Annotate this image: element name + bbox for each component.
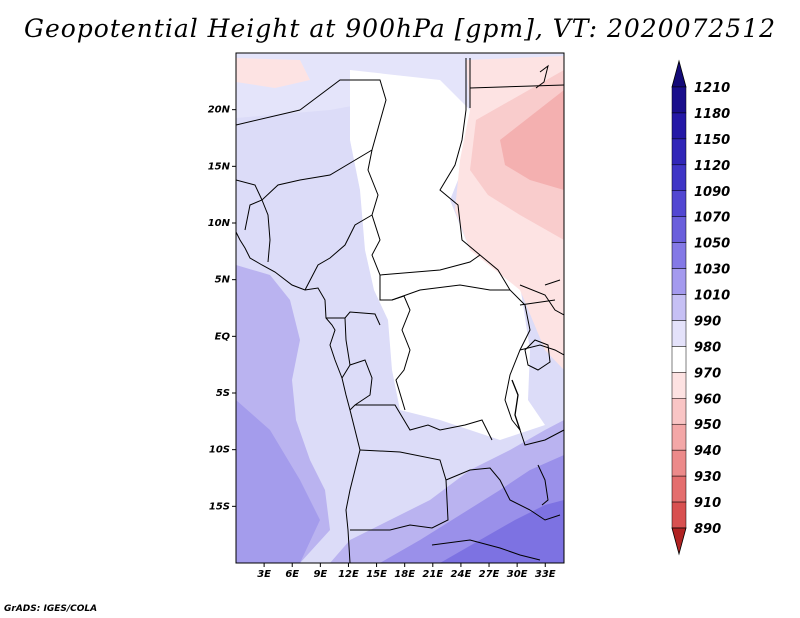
coastline <box>236 231 361 563</box>
lon-tick-label: 9E <box>313 569 327 580</box>
colorbar-label: 930 <box>694 470 721 485</box>
border-gabon-north <box>326 311 381 326</box>
colorbar-swatch <box>671 242 687 269</box>
height-field <box>236 53 564 563</box>
field-ocean-west-deep <box>236 400 320 563</box>
colorbar-swatch <box>671 501 687 529</box>
lat-tick-label: 5N <box>215 275 231 286</box>
border-nigeria-cameroon <box>304 214 373 291</box>
country-borders <box>236 58 564 563</box>
colorbar-label: 940 <box>694 444 721 459</box>
coast-red-sea <box>535 64 549 89</box>
colorbar-label: 960 <box>694 392 721 407</box>
colorbar-swatch <box>671 398 687 425</box>
lon-tick-label: 6E <box>285 569 299 580</box>
lake-malawi <box>537 464 549 506</box>
colorbar-label: 1030 <box>694 263 730 278</box>
colorbar-label: 970 <box>694 366 721 381</box>
field-pink-northwest <box>236 58 310 88</box>
colorbar-swatch <box>671 423 687 451</box>
lon-tick-label: 30E <box>507 569 528 580</box>
lake-victoria <box>524 339 551 371</box>
lat-tick-label: 10S <box>209 445 230 456</box>
lon-tick-label: 3E <box>257 569 271 580</box>
lon-tick-label: 21E <box>422 569 443 580</box>
border-car-north <box>379 254 481 276</box>
colorbar-swatch <box>671 216 687 243</box>
lat-tick-label: 15N <box>208 161 231 172</box>
field-pink-inner <box>500 90 564 190</box>
colorbar-swatch <box>671 449 687 477</box>
colorbar-label: 1180 <box>694 107 730 122</box>
map-frame <box>235 52 565 564</box>
border-angola-south <box>350 449 449 531</box>
border-ethiopia <box>519 284 564 316</box>
colorbar-top-arrow <box>671 59 687 88</box>
lat-tick-label: 20N <box>208 105 231 116</box>
longitude-ticks: 3E 6E 9E 12E 15E 18E 21E 24E 27E 30E 33E <box>257 563 556 580</box>
lat-tick-label: 10N <box>208 218 231 229</box>
border-chad-cameroon <box>299 79 411 411</box>
border-kenya <box>519 279 561 306</box>
colorbar-swatch <box>671 268 687 295</box>
lon-tick-label: 12E <box>338 569 359 580</box>
colorbar-bottom-arrow <box>671 527 687 556</box>
colorbar-label: 990 <box>694 314 721 329</box>
border-malawi <box>529 509 561 521</box>
field-white-core <box>350 70 545 440</box>
lon-tick-label: 24E <box>451 569 472 580</box>
map-title: Geopotential Height at 900hPa [gpm], VT:… <box>23 14 777 43</box>
colorbar-label: 1090 <box>694 185 730 200</box>
colorbar-swatch <box>671 475 687 503</box>
border-uganda <box>519 344 564 356</box>
border-car-south <box>391 284 510 301</box>
colorbar-label: 1210 <box>694 81 730 96</box>
colorbar-swatch <box>671 346 687 373</box>
border-egypt <box>469 84 564 89</box>
colorbar-label: 910 <box>694 496 721 511</box>
colorbar-swatch <box>671 112 687 140</box>
grads-credit: GrADS: IGES/COLA <box>4 604 98 614</box>
colorbar-swatch <box>671 86 687 114</box>
colorbar-label: 1010 <box>694 289 730 304</box>
latitude-ticks: 20N 15N 10N 5N EQ 5S 10S 15S <box>208 105 236 512</box>
colorbar-swatch <box>671 294 687 321</box>
field-south-band-deep <box>440 500 564 563</box>
colorbar-label: 1050 <box>694 237 730 252</box>
border-sudan <box>439 58 531 421</box>
lat-tick-label: 5S <box>216 388 230 399</box>
colorbar-swatch <box>671 190 687 217</box>
colorbar-swatch <box>671 138 687 166</box>
border-niger <box>236 109 301 126</box>
lon-tick-label: 27E <box>479 569 500 580</box>
colorbar-label: 1070 <box>694 211 730 226</box>
border-benin <box>236 179 263 201</box>
border-tanzania <box>511 419 564 446</box>
colorbar-label: 950 <box>694 418 721 433</box>
border-congo <box>349 359 373 411</box>
colorbar-label: 1120 <box>694 159 730 174</box>
colorbar-label: 890 <box>694 522 721 537</box>
border-gabon-east <box>341 317 351 379</box>
colorbar-swatch <box>671 164 687 192</box>
border-nigeria-west <box>261 199 271 263</box>
colorbar-swatch <box>671 372 687 399</box>
lat-tick-label: 15S <box>209 501 230 512</box>
lon-tick-label: 33E <box>535 569 556 580</box>
border-nigeria-north <box>244 149 373 231</box>
colorbar-label: 980 <box>694 340 721 355</box>
lake-tanganyika <box>511 379 521 431</box>
colorbar: 1210 1180 1150 1120 1090 1070 1050 1030 1010 990 9… <box>671 59 730 556</box>
lat-tick-label: EQ <box>215 331 231 342</box>
border-angola-north <box>355 404 493 441</box>
colorbar-swatch <box>671 320 687 347</box>
lon-tick-label: 18E <box>394 569 415 580</box>
border-zambia <box>445 467 531 511</box>
border-namibia-botswana <box>431 539 541 561</box>
lon-tick-label: 15E <box>366 569 387 580</box>
colorbar-label: 1150 <box>694 133 730 148</box>
